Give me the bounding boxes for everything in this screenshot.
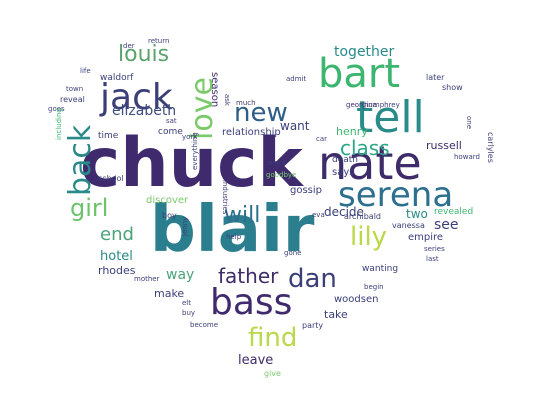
word: two (406, 207, 428, 221)
word: woodsen (334, 294, 379, 305)
word: goodbye (266, 171, 297, 179)
word: end (100, 224, 134, 245)
word: much (236, 99, 256, 107)
word: revealed (434, 207, 474, 217)
word: time (98, 131, 119, 141)
word: give (264, 369, 281, 378)
word: ask (223, 94, 231, 106)
word: humphrey (364, 101, 400, 109)
word: series (424, 245, 445, 253)
word: hotel (100, 249, 133, 264)
word: reveal (60, 95, 85, 104)
word: says (332, 167, 355, 178)
word: eva (312, 211, 325, 219)
word: gone (284, 249, 302, 257)
word: wanting (362, 264, 399, 274)
word: everything (191, 132, 199, 170)
word: goes (48, 105, 65, 113)
word: industries (221, 180, 229, 215)
word: way (166, 267, 195, 283)
word: decide (324, 205, 364, 219)
word: night (268, 159, 287, 167)
word: life (80, 67, 91, 75)
word: nate (318, 136, 422, 190)
word: jack (100, 77, 173, 118)
word: girl (70, 194, 109, 222)
word: buy (182, 309, 196, 317)
word: henry (336, 125, 368, 138)
word: see (434, 217, 459, 233)
word: gossip (290, 185, 323, 196)
word: russell (426, 139, 462, 152)
word: rhodes (98, 264, 136, 277)
word: waldorf (100, 73, 134, 83)
word: serena (338, 175, 454, 215)
word: leave (238, 353, 274, 368)
word: death (332, 155, 358, 165)
word: chuck (80, 124, 303, 203)
word: will (224, 203, 261, 228)
word: season (209, 72, 220, 108)
word: take (324, 308, 348, 321)
word: sat (166, 117, 177, 125)
word: car (316, 135, 328, 143)
word: georgina (346, 101, 377, 109)
word: mother (134, 275, 160, 283)
word: including (55, 108, 63, 140)
word: relationship (222, 127, 281, 138)
word: vanessa (392, 221, 425, 230)
word: howard (454, 153, 480, 161)
word: back (63, 124, 98, 196)
word: carlyles (486, 132, 495, 163)
word: dan (288, 264, 337, 294)
word: school (98, 174, 124, 183)
word: jenny (181, 216, 189, 236)
word: come (158, 127, 183, 137)
word: father (218, 264, 279, 288)
word: return (148, 37, 170, 45)
word: make (154, 287, 185, 300)
word: elt (182, 299, 191, 307)
word: help (226, 233, 242, 241)
word: louis (118, 42, 170, 67)
word: together (334, 44, 395, 60)
word: lily (350, 222, 388, 252)
word: boy (162, 211, 177, 220)
word: admit (286, 75, 307, 83)
word: party (302, 321, 324, 330)
word: york (182, 133, 198, 141)
word: archibald (344, 212, 381, 221)
word: blair (150, 193, 315, 267)
word: later (426, 73, 445, 82)
word: empire (408, 232, 444, 243)
word: tell (356, 92, 425, 143)
word: class (340, 136, 390, 160)
word: der (123, 42, 135, 50)
word: show (442, 83, 463, 92)
word: town (66, 85, 84, 93)
word: bass (210, 282, 293, 323)
word: find (248, 323, 298, 353)
word: discover (146, 195, 189, 206)
word: one (465, 116, 473, 130)
word: want (280, 119, 310, 133)
word: last (426, 255, 439, 263)
word: bart (318, 51, 401, 97)
word: begin (364, 283, 384, 291)
word: elizabeth (112, 103, 177, 119)
word: new (234, 98, 288, 128)
word: become (190, 321, 219, 329)
